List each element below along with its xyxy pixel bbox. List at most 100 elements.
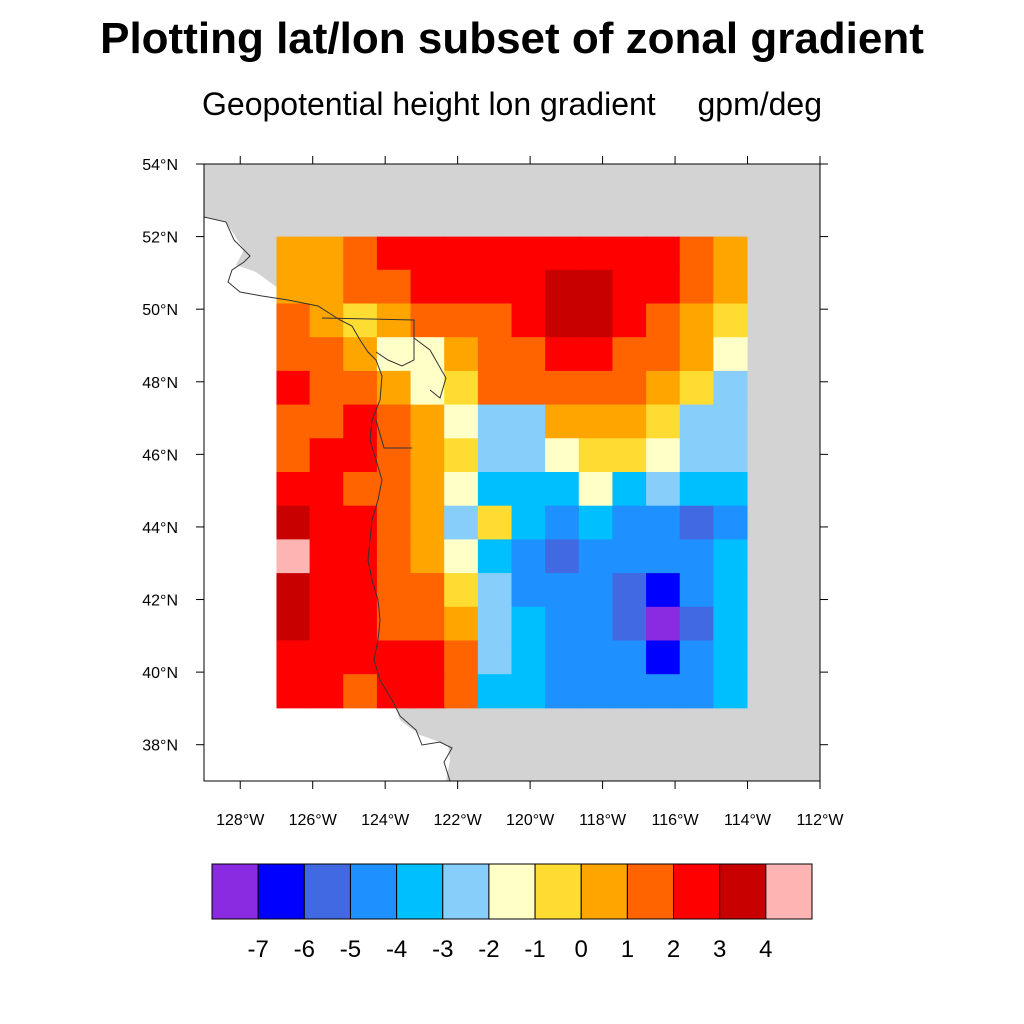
- field-cell: [410, 606, 446, 642]
- field-cell: [444, 303, 479, 339]
- field-cell: [410, 640, 446, 676]
- field-cell: [309, 438, 345, 473]
- field-cell: [612, 337, 648, 372]
- colorbar-label: 4: [759, 936, 772, 963]
- x-tick-label: 112°W: [796, 812, 844, 829]
- field-cell: [376, 404, 412, 440]
- colorbar-swatch: [626, 863, 675, 920]
- field-cell: [612, 438, 648, 473]
- field-cell: [309, 269, 345, 305]
- y-tick-label: 46°N: [142, 447, 178, 464]
- field-cell: [578, 370, 614, 406]
- field-cell: [511, 573, 547, 608]
- field-cell: [343, 472, 378, 507]
- field-cell: [477, 404, 513, 440]
- field-cell: [713, 438, 748, 473]
- field-cell: [309, 303, 345, 339]
- field-cell: [276, 674, 311, 709]
- colorbar-swatch: [349, 863, 398, 920]
- field-cell: [646, 236, 681, 271]
- field-cell: [376, 573, 412, 608]
- y-tick-label: 40°N: [142, 665, 178, 682]
- field-cell: [410, 505, 446, 541]
- field-cell: [410, 573, 446, 608]
- field-cell: [713, 303, 748, 339]
- field-cell: [444, 674, 479, 709]
- field-cell: [713, 674, 748, 709]
- field-cell: [276, 404, 311, 440]
- field-cell: [679, 573, 715, 608]
- field-cell: [444, 236, 479, 271]
- field-cell: [511, 337, 547, 372]
- field-cell: [679, 236, 715, 271]
- field-cell: [713, 337, 748, 372]
- field-cell: [477, 303, 513, 339]
- field-cell: [578, 303, 614, 339]
- field-cell: [376, 303, 412, 339]
- colorbar-label: -1: [524, 936, 545, 963]
- field-cell: [410, 236, 446, 271]
- field-cell: [545, 674, 580, 709]
- field-cell: [646, 269, 681, 305]
- field-cell: [309, 236, 345, 271]
- field-cell: [679, 606, 715, 642]
- field-cell: [276, 370, 311, 406]
- field-cell: [477, 370, 513, 406]
- colorbar-label: 1: [621, 936, 634, 963]
- field-cell: [545, 269, 580, 305]
- field-cell: [444, 404, 479, 440]
- field-cell: [679, 539, 715, 575]
- field-cell: [276, 303, 311, 339]
- field-cell: [545, 303, 580, 339]
- field-cell: [276, 606, 311, 642]
- field-cell: [511, 236, 547, 271]
- field-cell: [309, 674, 345, 709]
- field-cell: [276, 505, 311, 541]
- field-cell: [612, 640, 648, 676]
- field-cell: [309, 472, 345, 507]
- field-cell: [309, 539, 345, 575]
- field-cell: [646, 674, 681, 709]
- field-cell: [713, 606, 748, 642]
- field-cell: [343, 606, 378, 642]
- field-cell: [646, 438, 681, 473]
- x-axis: 128°W 126°W 124°W 122°W 120°W 118°W 116°W 114°W…: [216, 156, 844, 829]
- field-cell: [410, 404, 446, 440]
- field-cell: [545, 573, 580, 608]
- field-cell: [578, 269, 614, 305]
- field-cell: [545, 539, 580, 575]
- field-cell: [376, 640, 412, 676]
- field-cell: [713, 269, 748, 305]
- field-cell: [444, 269, 479, 305]
- field-cell: [511, 438, 547, 473]
- field-cell: [713, 505, 748, 541]
- colorbar-swatch: [488, 863, 536, 920]
- field-cell: [444, 337, 479, 372]
- field-cell: [713, 404, 748, 440]
- field-cell: [477, 606, 513, 642]
- field-cell: [646, 404, 681, 440]
- field-cell: [343, 303, 378, 339]
- colorbar-swatch: [303, 863, 351, 920]
- field-cell: [343, 404, 378, 440]
- field-cell: [309, 337, 345, 372]
- field-cell: [646, 640, 681, 676]
- field-cell: [578, 438, 614, 473]
- field-cell: [511, 472, 547, 507]
- field-cell: [376, 505, 412, 541]
- chart-title: Plotting lat/lon subset of zonal gradien…: [100, 14, 924, 63]
- field-cell: [276, 236, 311, 271]
- field-cell: [713, 539, 748, 575]
- field-cell: [444, 606, 479, 642]
- field-cell: [477, 505, 513, 541]
- field-cell: [477, 539, 513, 575]
- colorbar-swatch: [580, 863, 628, 920]
- field-cell: [713, 472, 748, 507]
- field-cell: [276, 539, 311, 575]
- field-cell: [713, 573, 748, 608]
- field-cell: [646, 539, 681, 575]
- x-tick-label: 128°W: [216, 812, 265, 829]
- field-cell: [545, 640, 580, 676]
- gradient-field: [276, 236, 748, 709]
- field-cell: [646, 370, 681, 406]
